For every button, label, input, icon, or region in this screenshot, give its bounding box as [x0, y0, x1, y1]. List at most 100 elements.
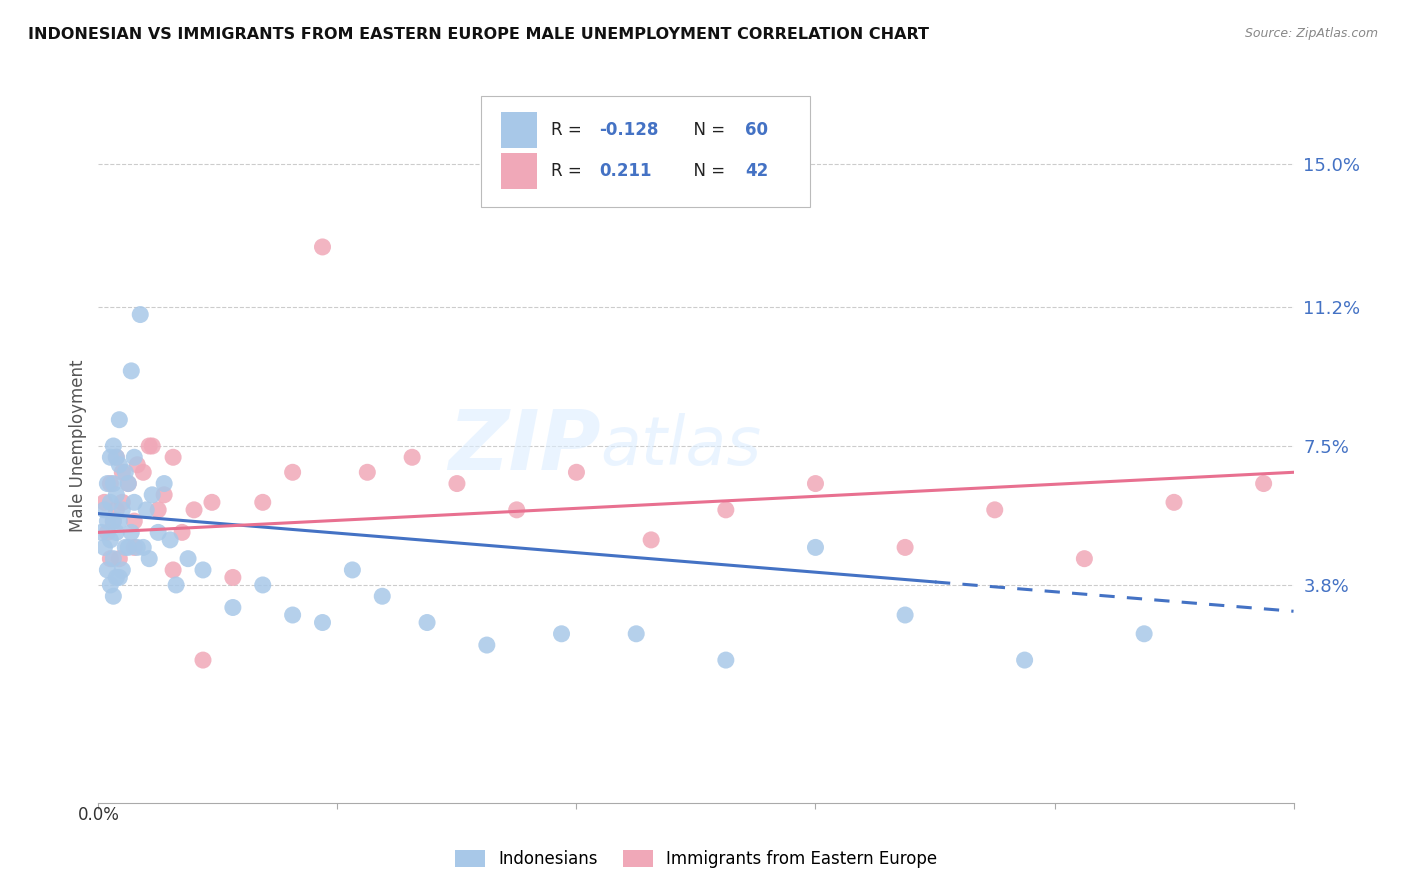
Point	[356, 465, 378, 479]
Point	[105, 488, 128, 502]
Point	[148, 503, 170, 517]
Point	[124, 541, 146, 555]
Point	[124, 450, 146, 465]
Point	[105, 450, 128, 465]
Text: N =: N =	[683, 121, 730, 139]
Point	[311, 240, 333, 254]
Point	[714, 503, 737, 517]
Point	[120, 525, 142, 540]
Text: ZIP: ZIP	[447, 406, 600, 486]
Point	[103, 589, 125, 603]
Point	[100, 578, 122, 592]
Text: 42: 42	[745, 162, 768, 180]
FancyBboxPatch shape	[481, 96, 810, 207]
Point	[120, 364, 142, 378]
Point	[124, 495, 146, 509]
Point	[894, 607, 917, 622]
Text: R =: R =	[551, 162, 588, 180]
Point	[201, 495, 224, 509]
Point	[96, 563, 118, 577]
Point	[117, 476, 139, 491]
Point	[252, 578, 274, 592]
Point	[804, 476, 827, 491]
Point	[565, 465, 588, 479]
Point	[1073, 551, 1095, 566]
Point	[281, 465, 304, 479]
Point	[103, 514, 125, 528]
Point	[105, 525, 128, 540]
Point	[401, 450, 423, 465]
Point	[1133, 627, 1156, 641]
Point	[311, 615, 333, 630]
Point	[100, 476, 122, 491]
Point	[141, 439, 163, 453]
Point	[141, 488, 163, 502]
Point	[111, 495, 134, 509]
Point	[103, 476, 125, 491]
Point	[105, 570, 128, 584]
Point	[117, 476, 139, 491]
Point	[127, 458, 149, 472]
Point	[103, 551, 125, 566]
Point	[342, 563, 364, 577]
Point	[894, 541, 917, 555]
Point	[138, 551, 160, 566]
Point	[103, 514, 125, 528]
Text: 0.0%: 0.0%	[77, 806, 120, 824]
Point	[93, 503, 115, 517]
Point	[804, 541, 827, 555]
Point	[132, 541, 155, 555]
Point	[550, 627, 572, 641]
Point	[191, 563, 214, 577]
Point	[416, 615, 439, 630]
Point	[1014, 653, 1036, 667]
Point	[111, 465, 134, 479]
Point	[114, 465, 136, 479]
Point	[96, 525, 118, 540]
Point	[153, 476, 176, 491]
Point	[108, 570, 131, 584]
Text: N =: N =	[683, 162, 730, 180]
Point	[135, 503, 157, 517]
Point	[108, 458, 131, 472]
Point	[162, 563, 184, 577]
Point	[446, 476, 468, 491]
Point	[159, 533, 181, 547]
Point	[111, 563, 134, 577]
Point	[506, 503, 529, 517]
Point	[191, 653, 214, 667]
Point	[96, 476, 118, 491]
Point	[138, 439, 160, 453]
Point	[111, 503, 134, 517]
Point	[105, 450, 128, 465]
Point	[281, 607, 304, 622]
Text: atlas: atlas	[600, 413, 762, 479]
Point	[108, 413, 131, 427]
Bar	[501, 112, 537, 148]
Point	[117, 541, 139, 555]
Point	[172, 525, 194, 540]
Point	[114, 541, 136, 555]
Legend: Indonesians, Immigrants from Eastern Europe: Indonesians, Immigrants from Eastern Eur…	[449, 843, 943, 875]
Text: -0.128: -0.128	[599, 121, 658, 139]
Point	[984, 503, 1007, 517]
Point	[108, 551, 131, 566]
Point	[105, 503, 128, 517]
Point	[100, 551, 122, 566]
Bar	[501, 153, 537, 189]
Point	[127, 541, 149, 555]
Point	[1253, 476, 1275, 491]
Point	[640, 533, 662, 547]
Point	[103, 439, 125, 453]
Point	[100, 495, 122, 509]
Point	[148, 525, 170, 540]
Point	[124, 514, 146, 528]
Point	[96, 514, 118, 528]
Point	[371, 589, 394, 603]
Point	[222, 600, 245, 615]
Point	[132, 465, 155, 479]
Point	[100, 450, 122, 465]
Point	[93, 495, 115, 509]
Text: Source: ZipAtlas.com: Source: ZipAtlas.com	[1244, 27, 1378, 40]
Text: R =: R =	[551, 121, 588, 139]
